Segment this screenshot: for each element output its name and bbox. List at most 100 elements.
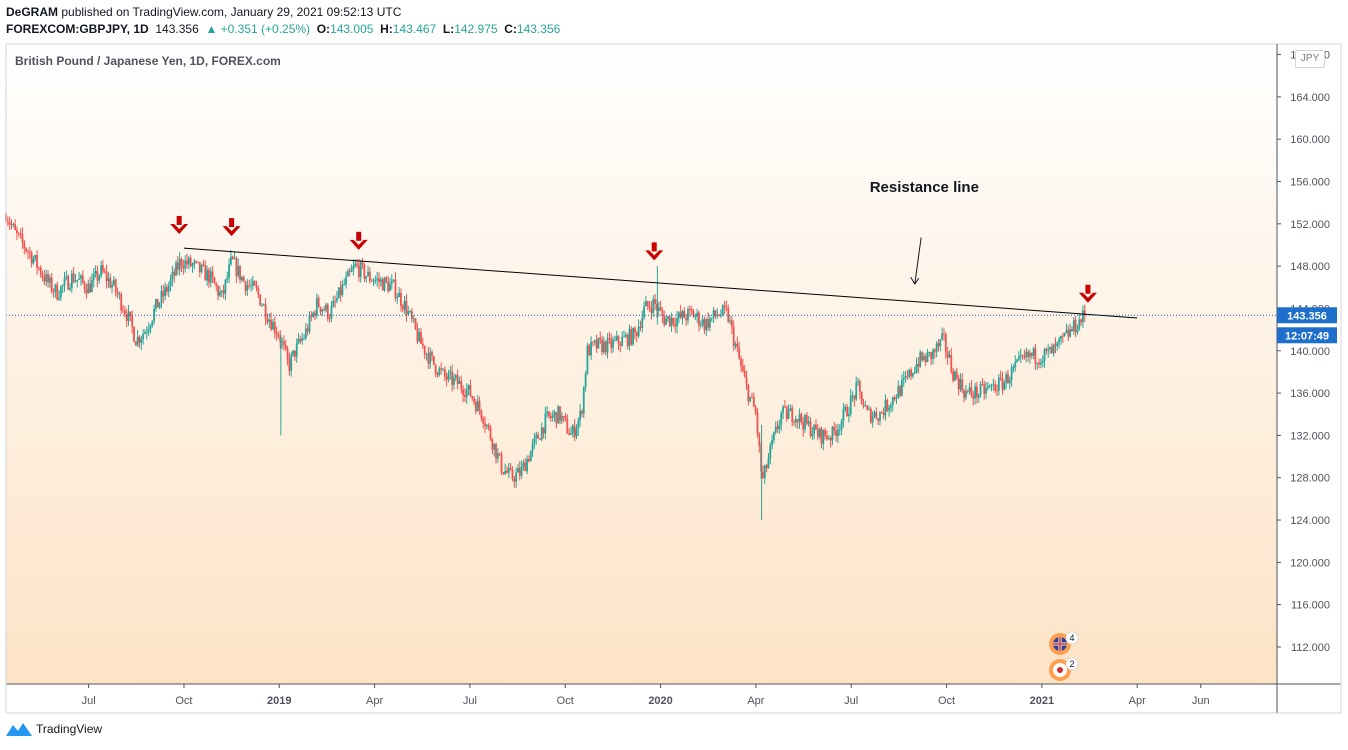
candle-body <box>469 384 472 397</box>
candle <box>480 409 483 422</box>
candle <box>151 320 154 328</box>
jp-event-flag-icon[interactable]: 2 <box>1049 657 1079 681</box>
candle-body <box>1039 362 1042 365</box>
candle <box>6 216 9 227</box>
candle-body <box>796 419 799 422</box>
candle <box>10 219 13 230</box>
candle-body <box>771 439 774 446</box>
candle <box>835 424 837 442</box>
candle-body <box>593 340 596 343</box>
candle-body <box>665 318 667 325</box>
candle-body <box>250 285 252 287</box>
candle <box>657 301 660 317</box>
candle-body <box>979 384 982 395</box>
candle <box>847 406 850 423</box>
candle-body <box>831 426 834 441</box>
candle-body <box>754 406 757 413</box>
candle-body <box>319 306 322 312</box>
candle <box>25 247 28 254</box>
candle-body <box>347 271 349 277</box>
candle-body <box>23 242 26 249</box>
candle <box>882 407 885 420</box>
candle <box>273 316 276 339</box>
currency-button[interactable]: JPY <box>1295 50 1325 68</box>
candle-body <box>361 262 364 265</box>
uk-event-flag-icon[interactable]: 4 <box>1049 631 1079 655</box>
candle-body <box>509 467 512 470</box>
candle-body <box>789 408 792 411</box>
candle <box>826 430 828 441</box>
candle <box>43 270 46 286</box>
candle <box>787 404 790 420</box>
candle-body <box>538 438 541 440</box>
candle <box>38 266 40 271</box>
candle-body <box>389 283 391 292</box>
candle-body <box>842 409 845 422</box>
candle-body <box>47 274 49 283</box>
candle-body <box>977 394 980 398</box>
candle <box>698 310 700 332</box>
candle <box>365 275 368 283</box>
annotation-arrow-line <box>914 237 922 285</box>
candle <box>1012 364 1015 373</box>
candle <box>460 375 463 394</box>
candle-body <box>337 287 340 299</box>
candle-body <box>372 281 375 282</box>
candle <box>579 403 582 427</box>
candle-body <box>1078 319 1081 331</box>
candle <box>595 334 598 353</box>
candle <box>473 396 475 406</box>
candle <box>315 293 318 319</box>
candle <box>98 274 101 284</box>
candle-body <box>65 276 68 279</box>
candle-body <box>259 294 262 306</box>
candle <box>427 346 430 370</box>
candle <box>1050 343 1053 354</box>
candle-body <box>575 428 578 437</box>
candle <box>990 383 993 392</box>
candle-body <box>339 287 342 296</box>
candle <box>506 466 508 474</box>
candle <box>668 315 671 328</box>
arrow-shaft <box>229 218 235 228</box>
candle-body <box>484 423 486 427</box>
candle <box>368 267 371 284</box>
candle <box>880 411 883 414</box>
candle <box>17 232 20 238</box>
publisher-name[interactable]: DeGRAM <box>6 5 59 19</box>
candle <box>175 259 177 277</box>
candle-body <box>281 341 283 343</box>
candle <box>581 409 583 418</box>
candle-body <box>639 326 642 328</box>
candle-body <box>485 425 488 427</box>
candle <box>270 312 273 332</box>
candle <box>173 268 176 283</box>
candle <box>120 291 123 315</box>
candle <box>922 352 925 362</box>
candle-body <box>902 377 905 380</box>
candle-body <box>564 416 567 419</box>
candle <box>588 343 591 356</box>
candle <box>1027 349 1029 362</box>
footer-brand[interactable]: TradingView <box>36 722 103 736</box>
events-group: 42 <box>1049 631 1079 681</box>
candle <box>361 258 364 270</box>
candle-body <box>127 311 130 321</box>
candle <box>857 377 859 387</box>
candle <box>381 277 384 291</box>
candle-body <box>745 376 748 385</box>
candle-body <box>1065 330 1068 333</box>
candle-body <box>787 410 790 420</box>
candle-body <box>531 443 534 452</box>
candle-body <box>555 412 558 424</box>
candle <box>279 330 282 349</box>
candle <box>866 404 869 411</box>
candle <box>27 249 29 260</box>
candle <box>765 463 768 473</box>
candle-body <box>125 314 128 321</box>
candle <box>431 350 433 361</box>
candle <box>626 333 629 350</box>
candle-body <box>98 275 101 281</box>
y-tick-label: 136.000 <box>1290 388 1330 400</box>
